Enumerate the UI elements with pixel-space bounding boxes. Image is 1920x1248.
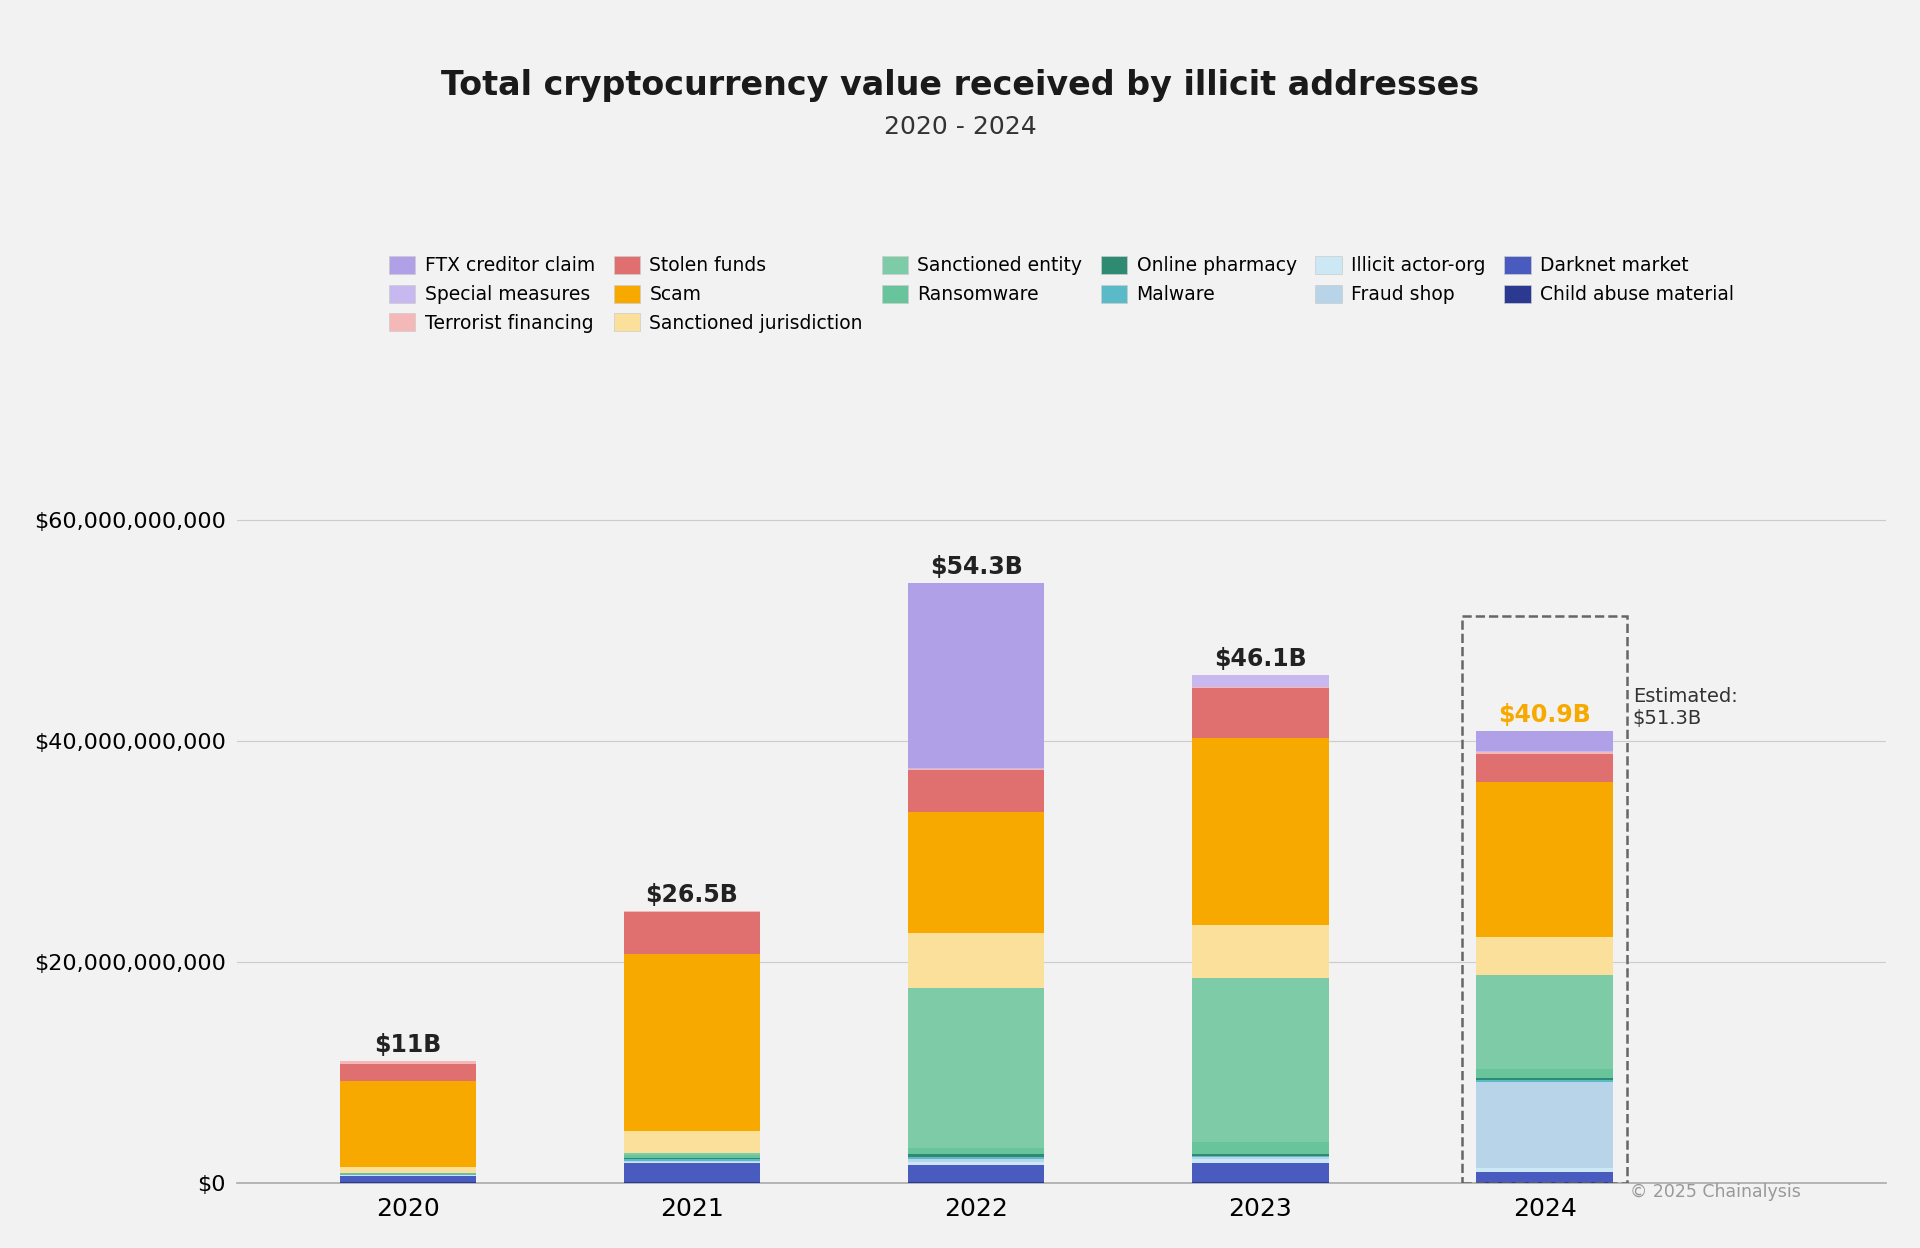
Bar xyxy=(908,1164,1044,1182)
Bar xyxy=(908,988,1044,1148)
Bar xyxy=(624,1163,760,1182)
Text: 2020 - 2024: 2020 - 2024 xyxy=(883,115,1037,139)
Text: $46.1B: $46.1B xyxy=(1213,646,1308,670)
Bar xyxy=(1192,1157,1329,1159)
Text: $11B: $11B xyxy=(374,1033,442,1057)
Bar xyxy=(1476,936,1613,975)
Bar xyxy=(340,1167,476,1173)
Bar xyxy=(1192,738,1329,926)
Bar xyxy=(908,811,1044,934)
Bar xyxy=(1476,1082,1613,1168)
Bar xyxy=(340,1061,476,1065)
Bar xyxy=(1192,1159,1329,1163)
Bar xyxy=(1463,617,1626,1183)
Text: $40.9B: $40.9B xyxy=(1498,703,1592,726)
Bar xyxy=(908,1148,1044,1154)
Bar xyxy=(1476,1168,1613,1172)
Bar xyxy=(340,1065,476,1081)
Bar xyxy=(340,1081,476,1167)
Legend: FTX creditor claim, Special measures, Terrorist financing, Stolen funds, Scam, S: FTX creditor claim, Special measures, Te… xyxy=(390,256,1734,333)
Bar xyxy=(1476,754,1613,782)
Bar xyxy=(908,583,1044,768)
Text: $54.3B: $54.3B xyxy=(929,555,1023,579)
Bar xyxy=(1476,1080,1613,1082)
Bar xyxy=(340,1176,476,1182)
Bar xyxy=(1476,1078,1613,1080)
Text: Estimated:
$51.3B: Estimated: $51.3B xyxy=(1632,686,1738,728)
Bar xyxy=(624,1156,760,1158)
Bar xyxy=(908,1162,1044,1164)
Text: Total cryptocurrency value received by illicit addresses: Total cryptocurrency value received by i… xyxy=(442,69,1478,101)
Bar xyxy=(1192,978,1329,1142)
Bar xyxy=(908,934,1044,988)
Bar xyxy=(1192,1163,1329,1182)
Bar xyxy=(1192,926,1329,978)
Bar xyxy=(624,955,760,1131)
Bar xyxy=(1476,975,1613,1070)
Bar xyxy=(1476,753,1613,754)
Bar xyxy=(624,1153,760,1156)
Bar xyxy=(1192,675,1329,688)
Bar xyxy=(1476,1172,1613,1182)
Bar xyxy=(1476,1070,1613,1078)
Text: $26.5B: $26.5B xyxy=(645,882,739,907)
Bar xyxy=(908,1157,1044,1159)
Bar xyxy=(1476,731,1613,751)
Text: © 2025 Chainalysis: © 2025 Chainalysis xyxy=(1630,1183,1801,1201)
Bar xyxy=(908,770,1044,811)
Bar xyxy=(1192,1142,1329,1154)
Bar xyxy=(908,1154,1044,1157)
Bar xyxy=(1192,688,1329,738)
Bar xyxy=(624,912,760,955)
Bar xyxy=(908,1159,1044,1162)
Bar xyxy=(1476,782,1613,936)
Bar xyxy=(624,1131,760,1153)
Bar xyxy=(1192,1154,1329,1156)
